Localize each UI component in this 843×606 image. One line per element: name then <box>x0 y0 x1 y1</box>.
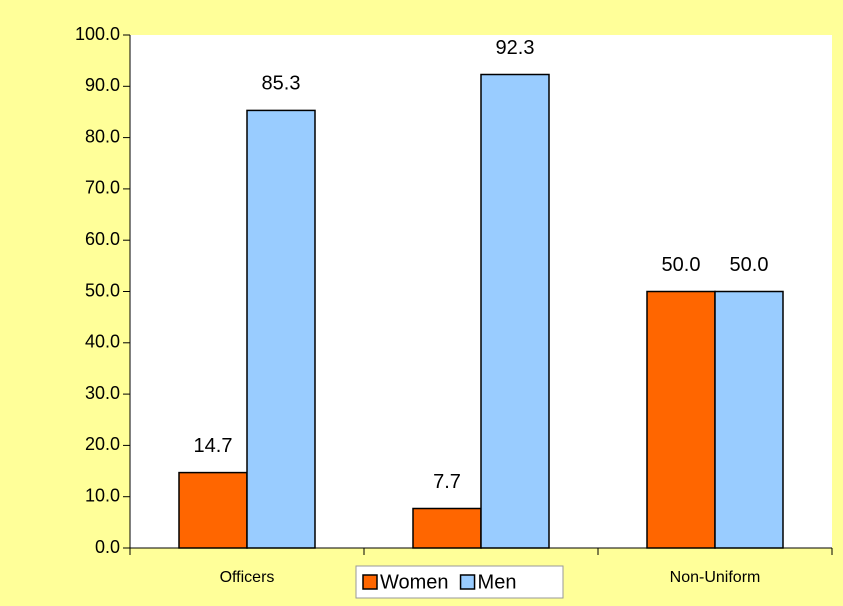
value-label: 50.0 <box>662 254 701 276</box>
value-label: 92.3 <box>496 37 535 59</box>
y-tick-label: 20.0 <box>85 434 120 454</box>
y-tick-label: 80.0 <box>85 126 120 146</box>
y-tick-label: 70.0 <box>85 178 120 198</box>
legend-label: Women <box>380 571 449 593</box>
bar <box>412 507 482 549</box>
x-tick-label: Officers <box>220 569 275 586</box>
y-tick-label: 30.0 <box>85 383 120 403</box>
value-label: 50.0 <box>730 254 769 276</box>
bar <box>246 109 316 549</box>
y-tick-label: 40.0 <box>85 332 120 352</box>
y-tick-label: 50.0 <box>85 280 120 300</box>
value-label: 7.7 <box>433 471 461 493</box>
x-tick-label: Non-Uniform <box>670 569 761 586</box>
bar <box>714 290 784 549</box>
y-tick-label: 100.0 <box>75 24 120 44</box>
bar <box>178 471 248 549</box>
bar <box>646 290 716 549</box>
y-tick-label: 90.0 <box>85 75 120 95</box>
legend-swatch <box>459 574 476 590</box>
y-tick-label: 60.0 <box>85 229 120 249</box>
legend-swatch <box>362 574 378 590</box>
y-tick-label: 10.0 <box>85 485 120 505</box>
legend-label: Men <box>478 571 517 593</box>
value-label: 85.3 <box>262 73 301 95</box>
bar <box>480 73 550 549</box>
value-label: 14.7 <box>194 435 233 457</box>
legend <box>355 565 564 599</box>
y-tick-label: 0.0 <box>95 537 120 557</box>
